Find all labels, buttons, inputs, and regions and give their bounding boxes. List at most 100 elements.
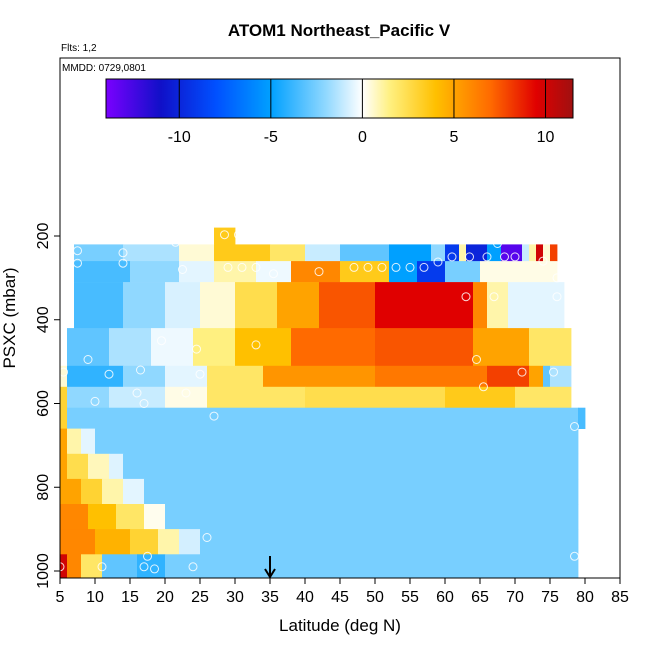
- colorbar-tick-label: -5: [264, 129, 278, 146]
- heatmap-cell: [67, 365, 124, 388]
- latitude-marker-arrow: [264, 556, 276, 579]
- flight-point: [493, 239, 502, 248]
- heatmap-cell: [214, 244, 271, 262]
- heatmap-cell: [67, 453, 89, 480]
- flight-point: [479, 382, 488, 392]
- heatmap-cell: [445, 386, 516, 409]
- flight-point: [251, 262, 261, 272]
- heatmap-cell: [179, 261, 215, 283]
- heatmap-cell: [95, 428, 579, 455]
- heatmap-cell: [515, 386, 572, 409]
- flight-point: [188, 562, 198, 572]
- x-axis: 5 10 15 20 25 30 35 40 45 50 55 60 65 70 75 80 85: [56, 578, 629, 606]
- flight-point: [178, 265, 187, 274]
- flight-point: [552, 273, 562, 283]
- heatmap-cell: [256, 261, 292, 283]
- heatmap-cell: [235, 328, 292, 367]
- y-tick-label: 400: [35, 306, 52, 333]
- flight-point: [363, 262, 373, 272]
- heatmap-cell: [200, 282, 236, 329]
- heatmap-cell: [130, 261, 180, 283]
- heatmap-cell: [60, 386, 68, 409]
- heatmap-cell: [60, 529, 96, 555]
- heatmap-cell: [263, 365, 376, 388]
- flight-point: [83, 355, 93, 364]
- heatmap-cell: [319, 282, 376, 329]
- heatmap-cell: [543, 244, 551, 262]
- y-tick-label: 200: [35, 223, 52, 250]
- flight-point: [391, 262, 401, 272]
- y-tick-label: 600: [35, 390, 52, 417]
- heatmap-cell: [578, 407, 586, 429]
- flight-point: [549, 367, 558, 377]
- heatmap-cell: [529, 244, 537, 262]
- heatmap-cell: [200, 529, 579, 555]
- flight-point: [419, 262, 429, 272]
- flight-point: [538, 256, 548, 266]
- flight-point: [405, 262, 415, 272]
- x-tick-label: 20: [156, 589, 174, 606]
- flight-point: [461, 292, 471, 302]
- x-tick-label: 45: [331, 589, 349, 606]
- heatmap-cell: [60, 428, 68, 455]
- heatmap-cell: [193, 328, 236, 367]
- heatmap-cell: [109, 328, 152, 367]
- heatmap-cell: [130, 529, 159, 555]
- heatmap-cell: [375, 365, 488, 388]
- flight-point: [465, 252, 474, 262]
- chart-title: ATOM1 Northeast_Pacific V: [228, 21, 451, 40]
- heatmap-cell: [67, 554, 82, 578]
- heatmap-cell: [340, 261, 390, 283]
- colorbar-tick-label: -10: [168, 129, 191, 146]
- flight-point: [60, 562, 65, 572]
- heatmap-cell: [123, 478, 145, 505]
- x-tick-label: 60: [436, 589, 454, 606]
- x-tick-label: 35: [261, 589, 279, 606]
- x-tick-label: 55: [401, 589, 419, 606]
- flight-point: [136, 365, 145, 375]
- heatmap-cell: [214, 261, 257, 283]
- x-tick-label: 85: [611, 589, 629, 606]
- x-tick-label: 70: [506, 589, 524, 606]
- heatmap-cell: [473, 282, 488, 329]
- heatmap-cell: [88, 453, 110, 480]
- heatmap-cell: [305, 386, 446, 409]
- x-axis-label: Latitude (deg N): [279, 616, 401, 635]
- heatmap-cell: [179, 244, 215, 262]
- heatmap-cell: [165, 282, 201, 329]
- flights-label: Flts: 1,2: [61, 43, 97, 54]
- colorbar-tick-label: 10: [537, 129, 555, 146]
- heatmap-cell: [74, 244, 124, 262]
- heatmap-cell: [375, 328, 474, 367]
- heatmap-cell: [375, 282, 474, 329]
- flight-point: [314, 267, 324, 277]
- heatmap-cell: [123, 453, 579, 480]
- x-tick-label: 5: [56, 589, 65, 606]
- heatmap-cell: [487, 282, 509, 329]
- y-tick-label: 800: [35, 474, 52, 501]
- heatmap-cell: [277, 282, 320, 329]
- flight-point: [552, 292, 562, 302]
- heatmap-cell: [60, 453, 68, 480]
- heatmap-cell: [165, 554, 201, 578]
- flight-point: [220, 230, 229, 240]
- flight-point: [377, 262, 387, 272]
- x-tick-label: 10: [86, 589, 104, 606]
- heatmap-cell: [431, 244, 446, 262]
- heatmap-cell: [466, 244, 488, 262]
- heatmap-cell: [291, 261, 341, 283]
- flight-point: [73, 246, 82, 256]
- heatmap-cell: [158, 529, 180, 555]
- flight-point: [90, 396, 100, 406]
- flight-point: [132, 388, 142, 398]
- heatmap-cell: [529, 328, 572, 367]
- flight-point: [433, 257, 443, 267]
- colorbar: -10 -5 0 5 10: [105, 78, 574, 146]
- flight-point: [209, 411, 219, 421]
- flight-point: [150, 564, 159, 574]
- x-tick-label: 50: [366, 589, 384, 606]
- y-axis: 200 400 600 800 1000: [35, 223, 60, 589]
- colorbar-tick-label: 0: [358, 129, 367, 146]
- heatmap-cell: [179, 529, 201, 555]
